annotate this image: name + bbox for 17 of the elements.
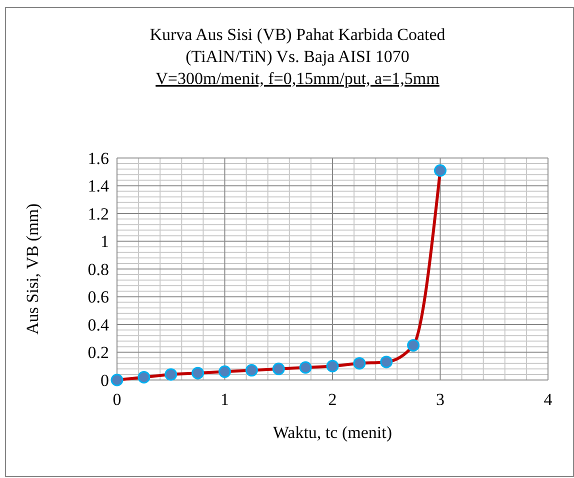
y-tick-label: 1 [100, 232, 109, 252]
y-tick-label: 1.6 [88, 148, 109, 168]
x-tick-label: 2 [328, 390, 337, 409]
y-tick-label: 1.4 [88, 176, 110, 196]
x-tick-label: 1 [220, 390, 229, 409]
chart-title: Kurva Aus Sisi (VB) Pahat Karbida Coated (TiAlN/TiN) Vs. Baja AISI 1070 V=300m/menit, f=0,15mm/put, a=1,5mm [150, 25, 446, 88]
y-tick-label: 0.8 [88, 260, 109, 279]
y-axis-title: Aus Sisi, VB (mm) [23, 204, 42, 334]
x-axis-title: Waktu, tc (menit) [272, 423, 392, 442]
y-tick-label: 0 [100, 370, 109, 390]
x-tick-label: 0 [112, 390, 122, 409]
x-tick-label: 4 [544, 390, 553, 409]
y-tick-label: 1.2 [88, 204, 109, 224]
x-tick-label: 3 [436, 390, 444, 409]
y-tick-label: 0.4 [88, 315, 110, 334]
y-tick-label: 0.2 [88, 343, 109, 362]
y-tick-label: 0.6 [88, 288, 109, 307]
